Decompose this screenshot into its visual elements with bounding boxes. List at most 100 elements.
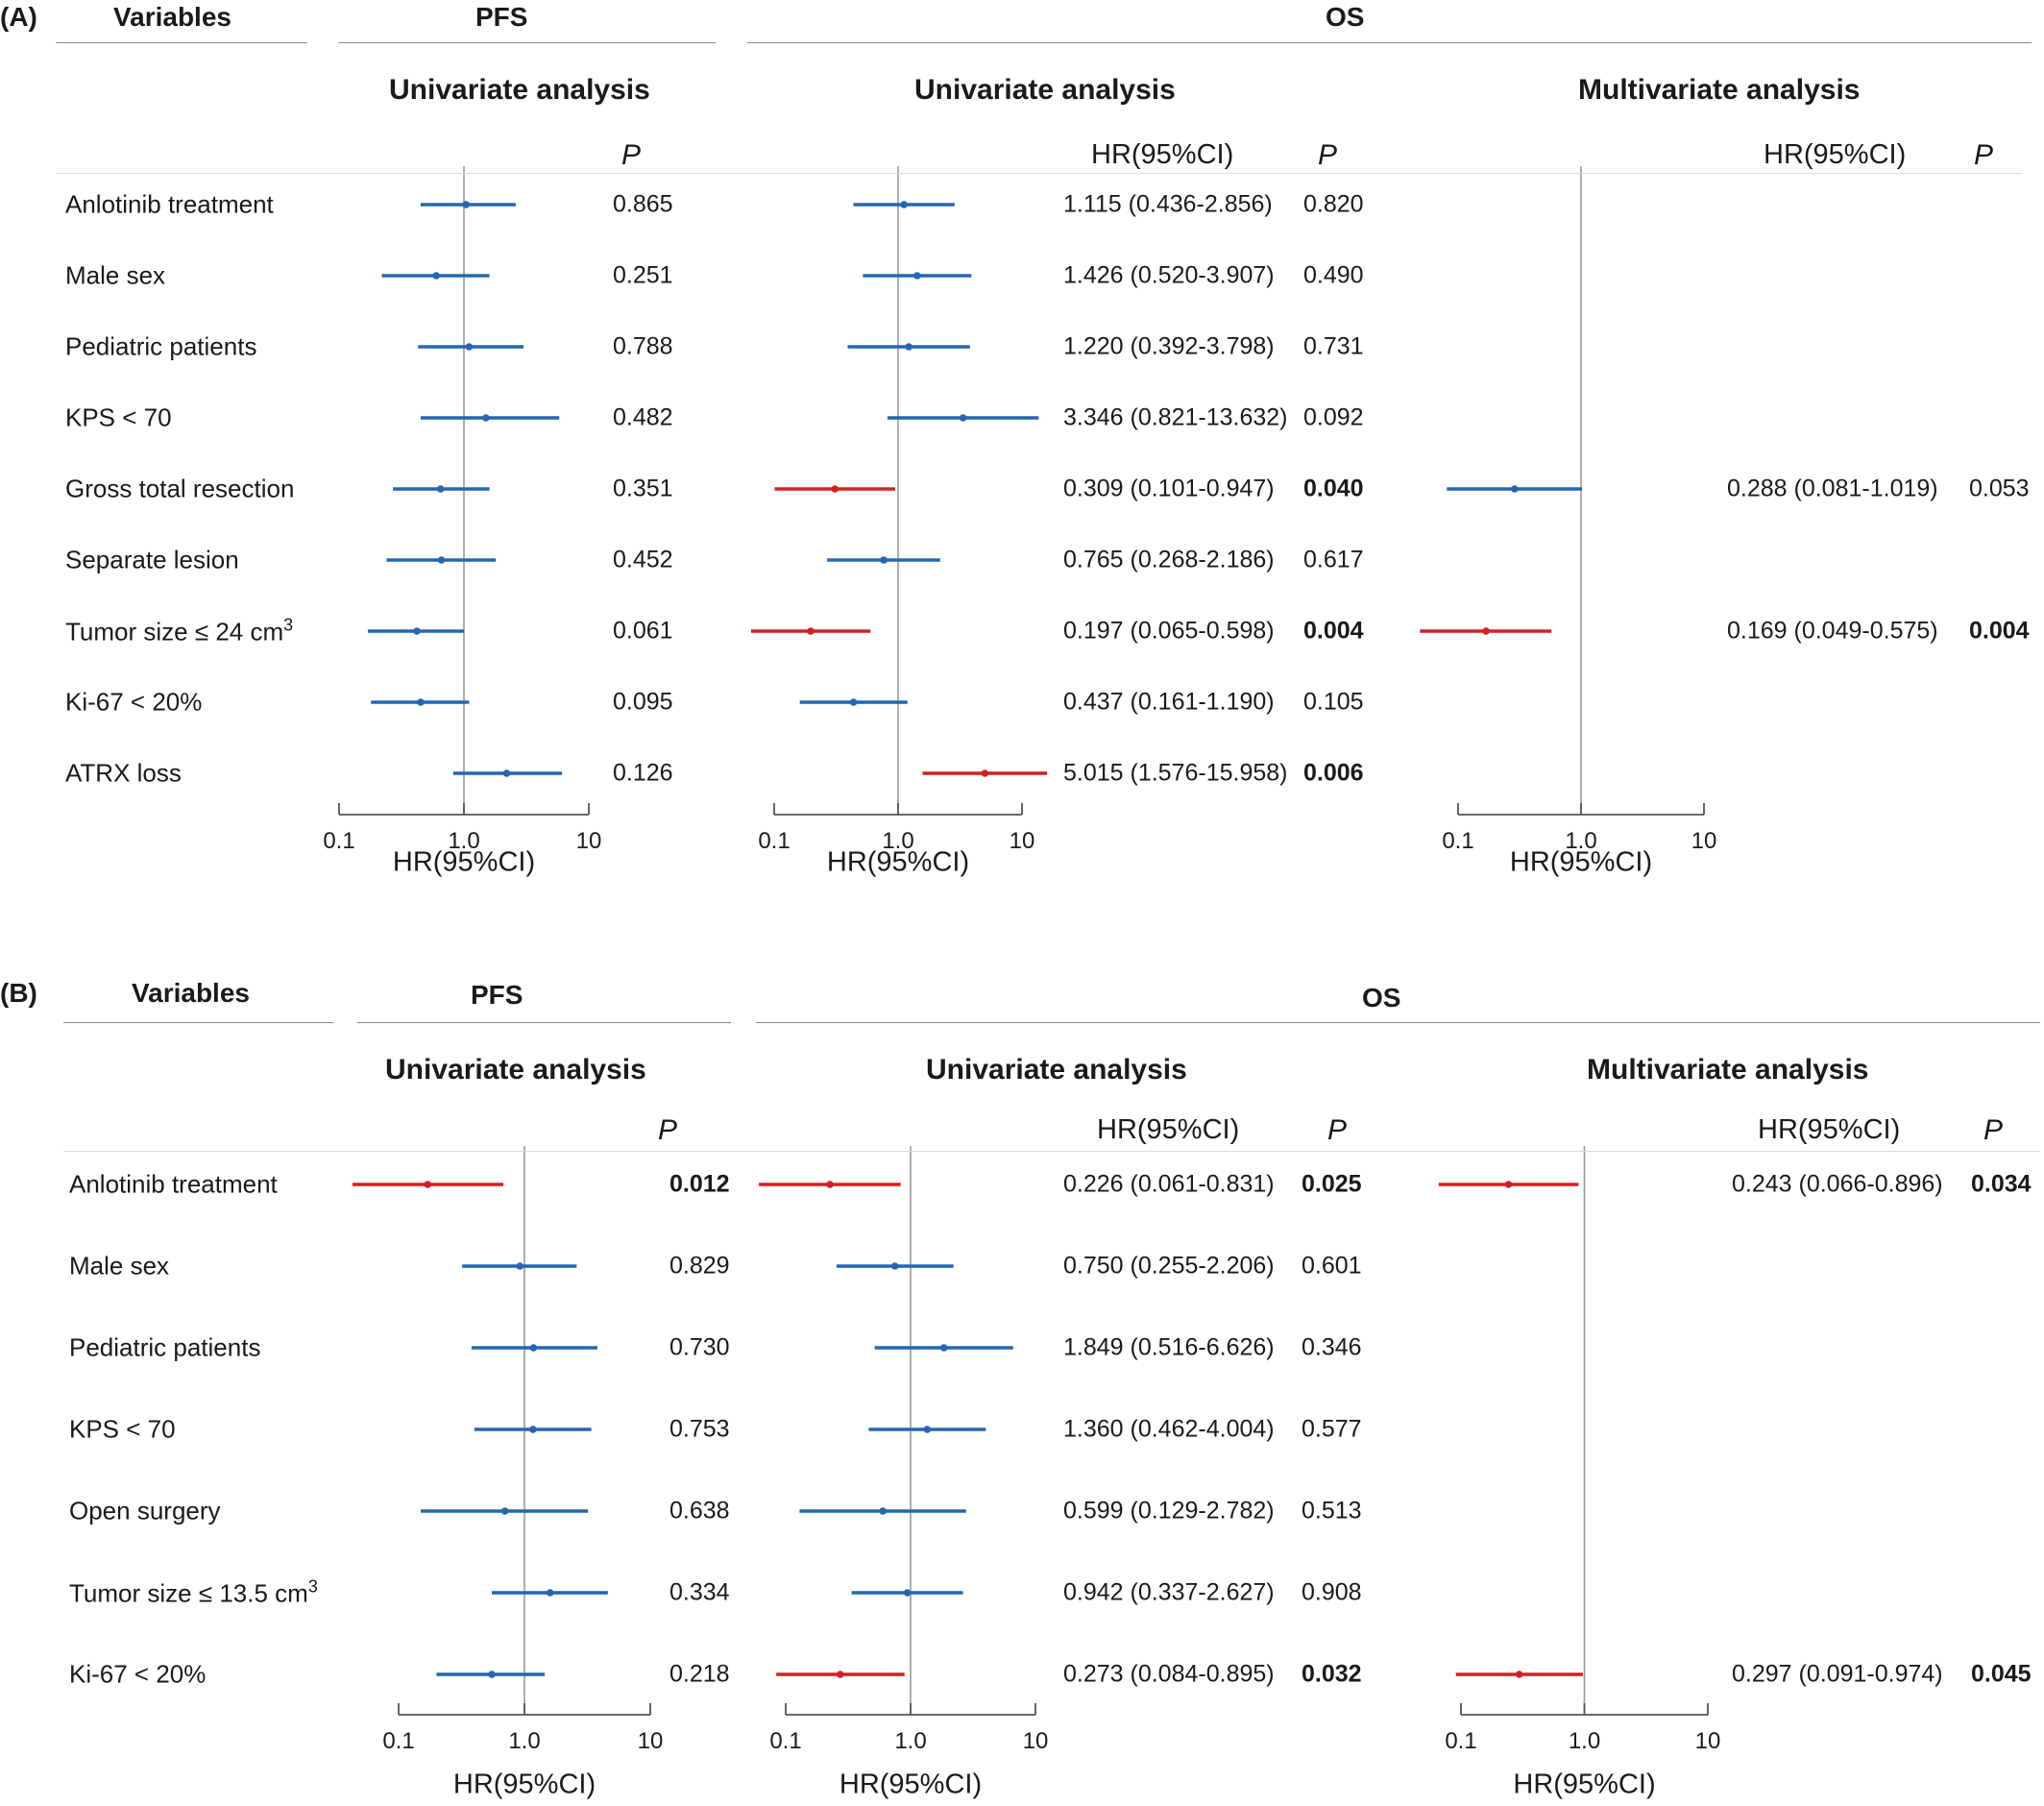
x-axis-label: HR(95%CI) <box>1513 1769 1656 1800</box>
hr-point <box>500 1507 509 1515</box>
os-header: OS <box>1326 2 1365 32</box>
hr-point <box>900 201 908 208</box>
variable-label: Anlotinib treatment <box>65 189 274 219</box>
x-tick-label: 0.1 <box>1445 1728 1477 1754</box>
p-value: 0.053 <box>1969 475 2030 502</box>
p-value: 0.034 <box>1971 1170 2032 1198</box>
column-header-divider <box>63 1151 2040 1152</box>
os-univariate-subheader: Univariate analysis <box>926 1054 1187 1086</box>
variables-header-rule <box>63 1022 333 1023</box>
hr-point <box>465 343 474 351</box>
x-tick-label: 1.0 <box>508 1728 541 1754</box>
x-tick-label: 0.1 <box>1442 828 1474 854</box>
hr-point <box>849 698 858 706</box>
p-value: 0.012 <box>669 1170 730 1198</box>
hr-point <box>502 769 511 777</box>
x-axis-label: HR(95%CI) <box>1509 846 1653 878</box>
os-multivariate-subheader: Multivariate analysis <box>1587 1054 1869 1086</box>
hr-point <box>424 1181 431 1188</box>
hr-ci-value: 0.288 (0.081-1.019) <box>1727 475 1938 502</box>
p-column-header: P <box>1327 1114 1348 1146</box>
p-value: 0.601 <box>1302 1252 1362 1280</box>
variable-label: KPS < 70 <box>69 1414 176 1444</box>
hr-point <box>981 769 989 777</box>
hr-ci-value: 3.346 (0.821-13.632) <box>1063 403 1288 431</box>
p-value: 0.617 <box>1303 546 1364 574</box>
hr-ci-value: 0.765 (0.268-2.186) <box>1063 546 1275 574</box>
hr-ci-value: 0.297 (0.091-0.974) <box>1732 1660 1943 1688</box>
hr-point <box>546 1589 554 1597</box>
x-tick-label: 0.1 <box>769 1728 802 1754</box>
hr-point <box>488 1671 496 1678</box>
pfs-header-rule <box>338 42 716 43</box>
variable-label: Male sex <box>65 260 166 290</box>
variables-header: Variables <box>113 2 231 32</box>
variables-header-rule <box>56 42 307 43</box>
p-value: 0.032 <box>1302 1660 1362 1688</box>
p-value: 0.829 <box>669 1252 730 1280</box>
x-tick-label: 10 <box>1009 828 1035 854</box>
p-value: 0.004 <box>1969 617 2030 645</box>
hr-point <box>959 414 967 422</box>
x-axis-label: HR(95%CI) <box>452 1769 596 1800</box>
hr-ci-value: 0.309 (0.101-0.947) <box>1063 475 1275 502</box>
x-tick-label: 1.0 <box>448 828 480 854</box>
hr-ci-value: 1.426 (0.520-3.907) <box>1063 261 1275 289</box>
p-value: 0.218 <box>669 1660 730 1688</box>
p-column-header: P <box>621 139 642 171</box>
hr-column-header: HR(95%CI) <box>1764 139 1907 170</box>
p-value: 0.040 <box>1303 475 1364 502</box>
hr-column-header: HR(95%CI) <box>1758 1114 1901 1145</box>
panel-label: (B) <box>0 978 37 1008</box>
x-tick-label: 10 <box>1691 828 1717 854</box>
variable-label: Anlotinib treatment <box>69 1169 278 1199</box>
hr-column-header: HR(95%CI) <box>1091 139 1234 170</box>
p-column-header: P <box>1974 139 1994 171</box>
x-tick-label: 0.1 <box>382 1728 415 1754</box>
variable-label: Separate lesion <box>65 545 239 574</box>
p-value: 0.577 <box>1302 1415 1362 1443</box>
x-axis-label: HR(95%CI) <box>826 846 970 878</box>
hr-ci-value: 0.599 (0.129-2.782) <box>1063 1497 1275 1525</box>
hr-ci-value: 5.015 (1.576-15.958) <box>1063 759 1288 787</box>
p-column-header: P <box>1983 1114 2004 1146</box>
p-value: 0.753 <box>669 1415 730 1443</box>
variable-label: KPS < 70 <box>65 403 172 432</box>
hr-point <box>913 272 921 280</box>
p-value: 0.452 <box>613 546 673 574</box>
hr-ci-value: 0.226 (0.061-0.831) <box>1063 1170 1275 1198</box>
variable-label: Gross total resection <box>65 474 295 503</box>
p-value: 0.638 <box>669 1497 730 1525</box>
p-value: 0.490 <box>1303 261 1364 289</box>
pfs-header: PFS <box>475 2 528 32</box>
p-value: 0.820 <box>1303 190 1364 218</box>
hr-point <box>905 343 912 351</box>
hr-point <box>836 1671 844 1678</box>
p-value: 0.045 <box>1971 1660 2032 1688</box>
p-value: 0.346 <box>1302 1333 1362 1361</box>
p-value: 0.025 <box>1302 1170 1362 1198</box>
hr-ci-value: 0.750 (0.255-2.206) <box>1063 1252 1275 1280</box>
hr-ci-value: 0.437 (0.161-1.190) <box>1063 688 1275 716</box>
hr-point <box>529 1344 538 1352</box>
p-value: 0.061 <box>613 617 673 645</box>
hr-ci-value: 0.942 (0.337-2.627) <box>1063 1578 1275 1606</box>
os-univariate-subheader: Univariate analysis <box>914 74 1176 106</box>
p-value: 0.006 <box>1303 759 1364 787</box>
p-value: 0.004 <box>1303 617 1364 645</box>
p-value: 0.513 <box>1302 1497 1362 1525</box>
x-tick-label: 10 <box>1694 1728 1721 1754</box>
hr-ci-value: 0.197 (0.065-0.598) <box>1063 617 1275 645</box>
variable-label: Open surgery <box>69 1496 221 1525</box>
hr-point <box>1504 1181 1513 1188</box>
variable-label: Pediatric patients <box>69 1332 261 1362</box>
p-value: 0.095 <box>613 688 673 716</box>
pfs-univariate-subheader: Univariate analysis <box>385 1054 646 1086</box>
hr-point <box>826 1181 834 1188</box>
panel-label: (A) <box>0 2 37 32</box>
os-header-rule <box>756 1022 2040 1023</box>
hr-ci-value: 1.849 (0.516-6.626) <box>1063 1333 1275 1361</box>
x-tick-label: 1.0 <box>1568 1728 1601 1754</box>
column-header-divider <box>56 173 2022 174</box>
